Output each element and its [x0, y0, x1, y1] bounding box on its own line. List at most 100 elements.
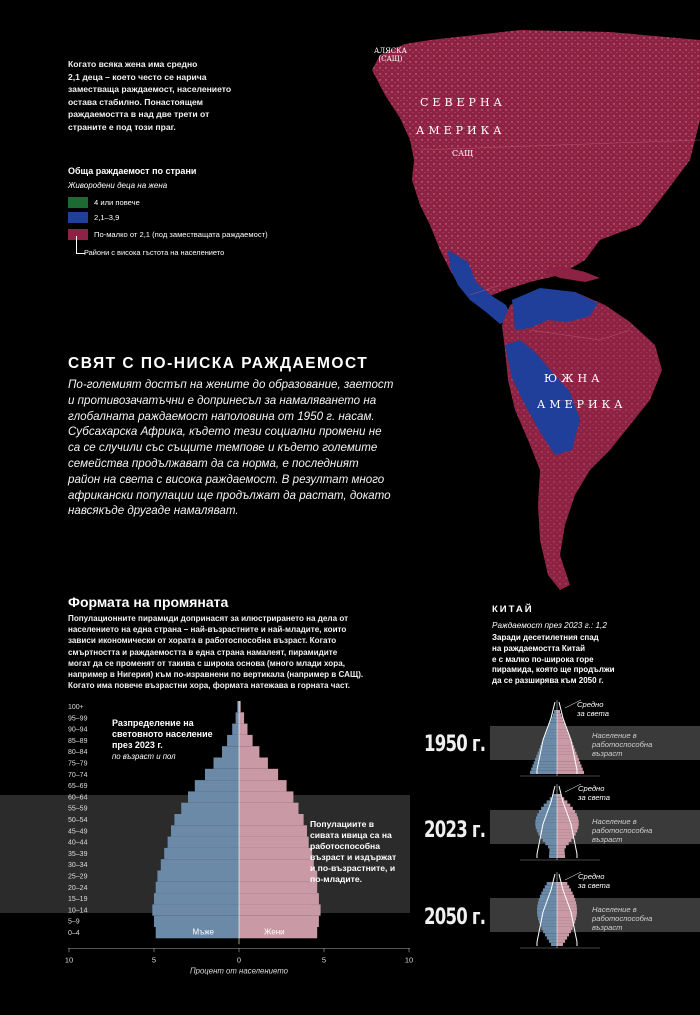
china-male-bar: [537, 751, 557, 755]
china-female-bar: [557, 842, 569, 846]
legend-title: Обща раждаемост по страни: [68, 166, 197, 176]
china-female-bar: [557, 845, 566, 849]
female-bar: [239, 847, 313, 860]
china-male-bar: [542, 738, 557, 742]
china-female-bar: [557, 904, 577, 908]
legend-item-low: По-малко от 2,1 (под заместващата раждае…: [68, 229, 268, 240]
china-female-bar: [557, 751, 577, 755]
pyramid-subtitle: по възраст и пол: [112, 752, 176, 761]
china-male-bar: [541, 926, 557, 930]
legend-dense-label: Райони с висока гъстота на населението: [84, 248, 225, 257]
china-female-bar: [557, 732, 569, 736]
china-male-bar: [535, 816, 557, 820]
china-female-bar: [557, 907, 577, 911]
china-male-bar: [546, 882, 557, 886]
china-male-bar: [533, 761, 557, 765]
china-female-bar: [557, 764, 582, 768]
china-male-bar: [535, 826, 557, 830]
male-bar: [154, 915, 239, 927]
section2-heading: Формата на промяната: [68, 594, 229, 610]
band-note-line: по-младите.: [310, 874, 363, 884]
work-label-1950: Население в работоспособна възраст: [592, 731, 653, 758]
china-female-bar: [557, 891, 573, 895]
label-alaska-line1: АЛЯСКА: [374, 47, 407, 55]
male-bar: [235, 712, 239, 724]
china-male-bar: [546, 936, 557, 940]
male-bar: [213, 757, 239, 769]
china-female-bar: [557, 829, 578, 833]
male-bar: [232, 723, 239, 735]
china-male-bar: [536, 754, 557, 758]
female-bar: [239, 757, 268, 769]
china-female-bar: [557, 742, 573, 746]
age-tick-label: 15–19: [68, 896, 88, 903]
band-note-line: възраст и издържат: [310, 852, 397, 862]
age-tick-label: 0–4: [68, 930, 80, 937]
china-male-bar: [537, 914, 557, 918]
pyramid-title-line: световното население: [112, 729, 213, 739]
world-average-outline: [536, 785, 578, 858]
china-male-bar: [537, 904, 557, 908]
female-label: Жени: [264, 927, 285, 936]
body-line: Когато има повече възрастни хора, формат…: [68, 681, 351, 691]
china-male-bar: [535, 819, 557, 823]
female-bar: [239, 780, 287, 792]
male-bar: [222, 746, 239, 758]
china-female-bar: [557, 767, 583, 771]
male-bar: [188, 791, 239, 803]
male-bar: [237, 701, 239, 713]
china-working-band: [490, 810, 700, 844]
male-bar: [154, 893, 239, 905]
south-america-andes-blue: [505, 340, 580, 455]
china-subtitle: Раждаемост през 2023 г.: 1,2: [492, 621, 607, 630]
avg-pointer: [564, 699, 582, 709]
female-bar: [239, 859, 314, 871]
china-male-bar: [545, 732, 557, 736]
pyramid-title-line: Разпределение на: [112, 718, 194, 728]
x-tick-label: 10: [65, 955, 73, 964]
china-female-bar: [557, 914, 577, 918]
china-female-bar: [557, 920, 576, 924]
intro-line: страните е под този праг.: [68, 121, 176, 132]
intro-line: раждаемостта в над две трети от: [68, 109, 210, 120]
china-female-bar: [557, 923, 574, 927]
age-tick-label: 5–9: [68, 919, 80, 926]
china-female-bar: [557, 758, 579, 762]
body-line: африкански популации ще продължат да рас…: [68, 488, 391, 502]
body-line: Популационните пирамиди допринасят за ил…: [68, 614, 349, 623]
china-male-bar: [541, 742, 557, 746]
china-female-bar: [557, 770, 584, 774]
female-bar: [239, 802, 299, 814]
china-working-band: [490, 726, 700, 760]
male-bar: [174, 814, 239, 826]
china-male-bar: [549, 848, 557, 852]
china-male-bar: [546, 800, 557, 804]
female-bar: [239, 904, 321, 916]
china-female-bar: [557, 710, 560, 714]
age-tick-label: 85–89: [68, 738, 88, 745]
male-bar: [160, 859, 239, 871]
work-label-2023: Население в работоспособна възраст: [592, 817, 653, 844]
year-2023: 2023 г.: [424, 818, 486, 843]
female-bar: [239, 723, 248, 735]
body-line: навсякъде другаде намаляват.: [68, 504, 239, 518]
china-male-bar: [538, 920, 557, 924]
legend-item-mid: 2,1–3,9: [68, 212, 119, 223]
china-male-bar: [546, 729, 557, 733]
china-female-bar: [557, 939, 566, 943]
band-note: Популациите в сивата ивица са на работос…: [310, 819, 396, 885]
china-female-bar: [557, 822, 579, 826]
female-bar: [239, 915, 319, 927]
label-south-2: АМЕРИКА: [537, 398, 627, 411]
china-female-bar: [557, 838, 572, 842]
china-male-bar: [543, 735, 557, 739]
china-female-bar: [557, 851, 565, 855]
china-female-bar: [557, 816, 579, 820]
china-male-bar: [545, 842, 557, 846]
world-average-outline: [536, 701, 578, 774]
band-note-line: работоспособна: [310, 841, 381, 851]
legend-label: 4 или повече: [94, 198, 140, 207]
south-america-north-blue: [512, 288, 598, 330]
china-female-bar: [557, 726, 567, 730]
china-female-bar: [557, 735, 571, 739]
